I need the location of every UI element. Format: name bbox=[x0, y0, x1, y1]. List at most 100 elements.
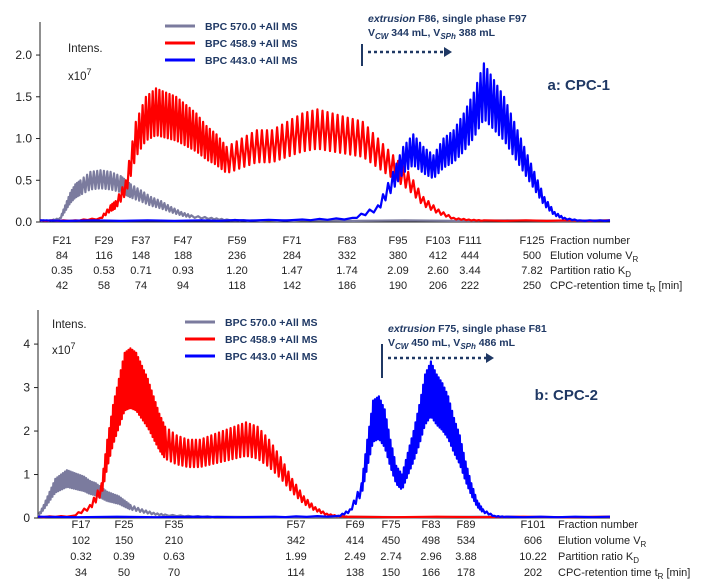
row-label-time: CPC-retention time tR [min] bbox=[550, 280, 682, 294]
series-line-2 bbox=[39, 62, 611, 222]
table-cell-fraction: F125 bbox=[519, 235, 544, 247]
row-label-time: CPC-retention time tR [min] bbox=[558, 567, 690, 581]
table-cell-kd: 2.09 bbox=[387, 265, 408, 277]
table-cell-volume: 284 bbox=[283, 250, 301, 262]
legend-label: BPC 458.9 +All MS bbox=[225, 334, 318, 346]
y-tick-label: 0.0 bbox=[15, 215, 32, 229]
table-cell-time: 114 bbox=[287, 567, 305, 579]
y-tick-label: 2.0 bbox=[15, 48, 32, 62]
table-cell-volume: 210 bbox=[165, 535, 183, 547]
table-cell-time: 178 bbox=[457, 567, 475, 579]
table-cell-time: 42 bbox=[56, 280, 68, 292]
y-tick-label: 1.5 bbox=[15, 90, 32, 104]
table-cell-time: 138 bbox=[346, 567, 364, 579]
annotation-line2: VCW 450 mL, VSPh 486 mL bbox=[388, 337, 516, 351]
table-cell-kd: 2.74 bbox=[380, 551, 401, 563]
table-cell-kd: 0.93 bbox=[172, 265, 193, 277]
table-cell-volume: 500 bbox=[523, 250, 541, 262]
table-cell-volume: 188 bbox=[174, 250, 192, 262]
legend-label: BPC 443.0 +All MS bbox=[205, 55, 298, 67]
annotation-line1: extrusion F86, single phase F97 bbox=[368, 13, 527, 25]
table-cell-fraction: F37 bbox=[132, 235, 151, 247]
table-cell-volume: 332 bbox=[338, 250, 356, 262]
series-line-1 bbox=[39, 87, 611, 222]
legend-label: BPC 570.0 +All MS bbox=[205, 21, 298, 33]
table-cell-kd: 7.82 bbox=[521, 265, 542, 277]
table-cell-time: 50 bbox=[118, 567, 130, 579]
table-cell-kd: 2.49 bbox=[344, 551, 365, 563]
table-cell-volume: 102 bbox=[72, 535, 90, 547]
y-tick-label: 4 bbox=[23, 337, 30, 351]
table-cell-kd: 0.63 bbox=[163, 551, 184, 563]
table-cell-kd: 3.88 bbox=[455, 551, 476, 563]
y-tick-label: 0.5 bbox=[15, 173, 32, 187]
intensity-label: Intens. bbox=[52, 319, 87, 331]
y-tick-label: 1 bbox=[23, 468, 30, 482]
table-cell-volume: 606 bbox=[524, 535, 542, 547]
table-cell-fraction: F69 bbox=[346, 519, 365, 531]
table-cell-volume: 150 bbox=[115, 535, 133, 547]
table-cell-time: 94 bbox=[177, 280, 189, 292]
table-cell-time: 186 bbox=[338, 280, 356, 292]
table-cell-kd: 2.60 bbox=[427, 265, 448, 277]
arrow-head bbox=[444, 47, 452, 57]
y-tick-label: 2 bbox=[23, 424, 30, 438]
table-cell-fraction: F95 bbox=[389, 235, 408, 247]
y-tick-label: 3 bbox=[23, 381, 30, 395]
table-cell-kd: 1.99 bbox=[285, 551, 306, 563]
table-cell-fraction: F83 bbox=[422, 519, 441, 531]
series-line-0 bbox=[39, 169, 611, 222]
table-cell-time: 166 bbox=[422, 567, 440, 579]
table-cell-volume: 148 bbox=[132, 250, 150, 262]
row-label-fraction: Fraction number bbox=[558, 519, 638, 531]
table-cell-fraction: F75 bbox=[382, 519, 401, 531]
table-cell-volume: 342 bbox=[287, 535, 305, 547]
table-cell-kd: 3.44 bbox=[459, 265, 480, 277]
series-line-2 bbox=[37, 360, 611, 519]
table-cell-time: 74 bbox=[135, 280, 147, 292]
table-cell-fraction: F47 bbox=[174, 235, 193, 247]
annotation-line1: extrusion F75, single phase F81 bbox=[388, 323, 547, 335]
intensity-label: Intens. bbox=[68, 43, 103, 55]
table-cell-kd: 10.22 bbox=[519, 551, 547, 563]
row-label-volume: Elution volume VR bbox=[558, 535, 647, 549]
table-cell-fraction: F29 bbox=[95, 235, 114, 247]
table-cell-fraction: F35 bbox=[165, 519, 184, 531]
table-cell-fraction: F89 bbox=[457, 519, 476, 531]
series-line-1 bbox=[37, 347, 611, 519]
table-cell-kd: 1.74 bbox=[336, 265, 357, 277]
table-cell-volume: 414 bbox=[346, 535, 364, 547]
table-cell-volume: 534 bbox=[457, 535, 475, 547]
table-cell-time: 70 bbox=[168, 567, 180, 579]
table-cell-fraction: F21 bbox=[53, 235, 72, 247]
y-tick-label: 0 bbox=[23, 511, 30, 525]
row-label-kd: Partition ratio KD bbox=[558, 551, 639, 565]
table-cell-kd: 0.53 bbox=[93, 265, 114, 277]
table-cell-time: 150 bbox=[382, 567, 400, 579]
panel-label: a: CPC-1 bbox=[547, 77, 610, 94]
table-cell-fraction: F25 bbox=[115, 519, 134, 531]
table-cell-time: 118 bbox=[228, 280, 246, 292]
table-cell-kd: 0.71 bbox=[130, 265, 151, 277]
table-cell-time: 250 bbox=[523, 280, 541, 292]
table-cell-fraction: F101 bbox=[520, 519, 545, 531]
table-cell-kd: 0.32 bbox=[70, 551, 91, 563]
y-tick-label: 1.0 bbox=[15, 132, 32, 146]
table-cell-time: 58 bbox=[98, 280, 110, 292]
row-label-fraction: Fraction number bbox=[550, 235, 630, 247]
table-cell-volume: 236 bbox=[228, 250, 246, 262]
table-cell-fraction: F71 bbox=[283, 235, 302, 247]
table-cell-volume: 412 bbox=[429, 250, 447, 262]
scale-label: x107 bbox=[68, 67, 92, 83]
panel-label: b: CPC-2 bbox=[535, 387, 598, 404]
table-cell-time: 202 bbox=[524, 567, 542, 579]
scale-label: x107 bbox=[52, 341, 76, 357]
table-cell-volume: 84 bbox=[56, 250, 68, 262]
legend-label: BPC 458.9 +All MS bbox=[205, 38, 298, 50]
annotation-line2: VCW 344 mL, VSPh 388 mL bbox=[368, 27, 496, 41]
table-cell-volume: 498 bbox=[422, 535, 440, 547]
table-cell-fraction: F59 bbox=[228, 235, 247, 247]
row-label-volume: Elution volume VR bbox=[550, 250, 639, 264]
table-cell-fraction: F17 bbox=[72, 519, 91, 531]
table-cell-fraction: F57 bbox=[287, 519, 306, 531]
